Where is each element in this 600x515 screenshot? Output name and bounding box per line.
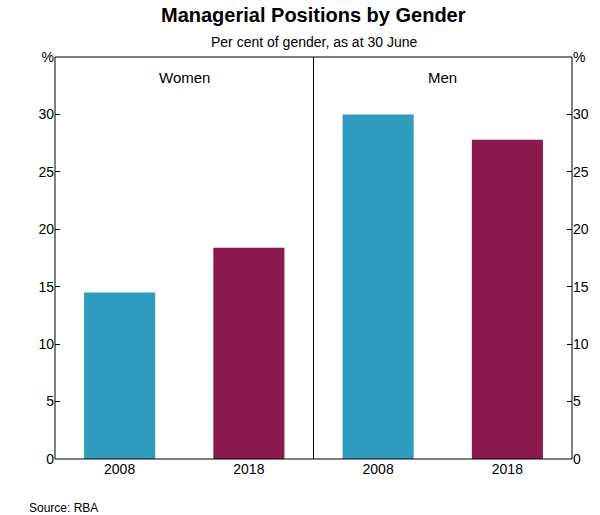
svg-text:5: 5 xyxy=(573,393,581,409)
svg-text:Women: Women xyxy=(159,69,210,86)
svg-text:%: % xyxy=(573,49,585,65)
svg-text:Men: Men xyxy=(428,69,457,86)
svg-text:5: 5 xyxy=(46,393,54,409)
svg-text:0: 0 xyxy=(573,451,581,467)
svg-text:30: 30 xyxy=(38,106,54,122)
svg-text:Per cent of gender, as at 30 J: Per cent of gender, as at 30 June xyxy=(211,34,417,50)
svg-text:25: 25 xyxy=(38,164,54,180)
svg-text:%: % xyxy=(42,49,54,65)
svg-text:2008: 2008 xyxy=(104,461,135,477)
svg-text:Managerial Positions by Gender: Managerial Positions by Gender xyxy=(161,4,466,26)
svg-text:Source: RBA: Source: RBA xyxy=(29,501,98,515)
svg-text:10: 10 xyxy=(573,336,589,352)
svg-text:2018: 2018 xyxy=(492,461,523,477)
svg-text:10: 10 xyxy=(38,336,54,352)
svg-text:30: 30 xyxy=(573,106,589,122)
svg-text:20: 20 xyxy=(573,221,589,237)
svg-text:2018: 2018 xyxy=(233,461,264,477)
svg-text:15: 15 xyxy=(573,279,589,295)
svg-text:0: 0 xyxy=(46,451,54,467)
svg-text:25: 25 xyxy=(573,164,589,180)
svg-text:20: 20 xyxy=(38,221,54,237)
svg-text:2008: 2008 xyxy=(363,461,394,477)
svg-text:15: 15 xyxy=(38,279,54,295)
